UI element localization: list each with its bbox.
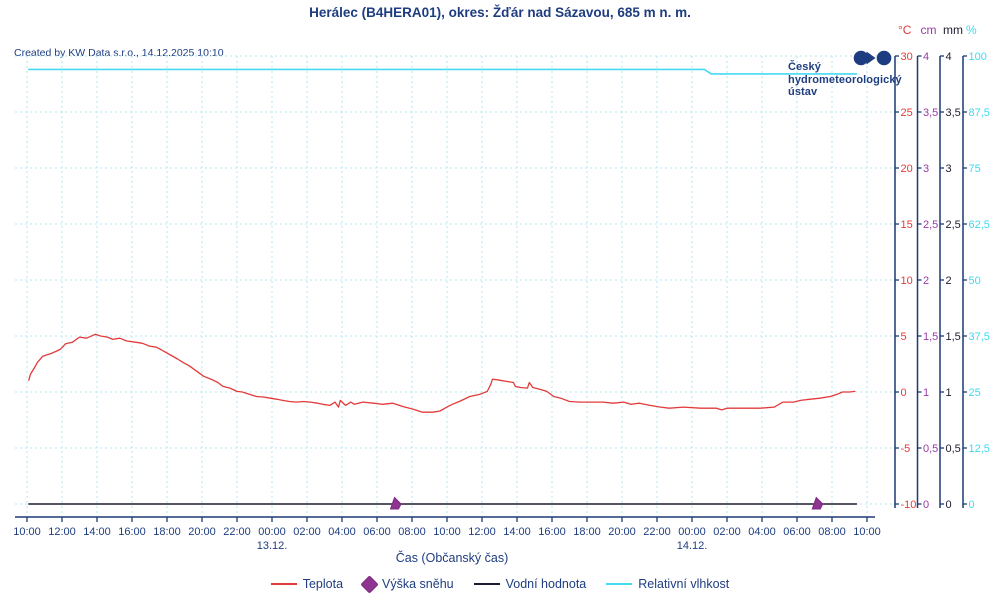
x-tick-label: 08:00: [818, 526, 846, 538]
legend-item-3: Vodní hodnota: [473, 577, 587, 591]
series-Relativní vlhkost: [27, 68, 858, 75]
y-tick-label: 1,5: [923, 331, 938, 343]
legend-item-2: Výška sněhu: [360, 574, 454, 594]
y-tick-label: 3,5: [946, 107, 961, 119]
y-tick-label: 10: [901, 275, 913, 287]
x-tick-label: 10:00: [13, 526, 41, 538]
x-tick-label: 16:00: [118, 526, 146, 538]
chmi-logo-text: Český hydrometeorologický ústav: [788, 61, 908, 99]
y-axis-unit: cm: [921, 23, 937, 37]
legend-marker-diamond: [360, 574, 379, 594]
y-tick-label: 25: [969, 387, 981, 399]
y-tick-label: 0,5: [946, 443, 961, 455]
snow-diamond-marker: [811, 496, 824, 510]
y-tick-label: 0: [923, 499, 929, 511]
x-axis-title: Čas (Občanský čas): [395, 551, 509, 565]
x-tick-label: 00:00: [678, 526, 706, 538]
y-tick-label: 12,5: [969, 443, 990, 455]
chmi-logo-icon: [853, 50, 869, 66]
y-tick-label: 0: [901, 387, 907, 399]
chmi-logo-line2: hydrometeorologický: [788, 73, 902, 86]
date-label: 14.12.: [677, 540, 708, 552]
x-tick-label: 10:00: [433, 526, 461, 538]
x-tick-label: 20:00: [188, 526, 216, 538]
y-tick-label: 2: [923, 275, 929, 287]
legend: Teplota Výška sněhu Vodní hodnota Relativní…: [0, 574, 1000, 594]
y-tick-label: 87,5: [969, 107, 990, 119]
x-tick-label: 16:00: [538, 526, 566, 538]
x-tick-label: 12:00: [48, 526, 76, 538]
x-tick-label: 08:00: [398, 526, 426, 538]
y-tick-label: 37,5: [969, 331, 990, 343]
legend-label: Relativní vlhkost: [638, 577, 730, 591]
y-tick-label: 5: [901, 331, 907, 343]
x-tick-label: 14:00: [503, 526, 531, 538]
x-tick-label: 14:00: [83, 526, 111, 538]
y-tick-label: 4: [946, 51, 952, 63]
y-tick-label: 2,5: [946, 219, 961, 231]
y-tick-label: 0: [946, 499, 952, 511]
y-tick-label: 3: [946, 163, 952, 175]
y-tick-label: 20: [901, 163, 913, 175]
y-tick-label: 30: [901, 51, 913, 63]
legend-label: Teplota: [302, 577, 344, 591]
y-tick-label: 62,5: [969, 219, 990, 231]
page-title: Herálec (B4HERA01), okres: Žďár nad Sáza…: [309, 5, 691, 20]
date-label: 13.12.: [257, 540, 288, 552]
chmi-logo-line1: Český: [788, 61, 821, 73]
y-tick-label: 75: [969, 163, 981, 175]
y-tick-label: 50: [969, 275, 981, 287]
y-tick-label: 1,5: [946, 331, 961, 343]
x-tick-label: 10:00: [853, 526, 881, 538]
y-tick-label: -5: [901, 443, 911, 455]
chmi-logo-line3: ústav: [788, 86, 818, 98]
series-Teplota: [28, 333, 856, 413]
y-tick-label: 25: [901, 107, 913, 119]
y-tick-label: 3: [923, 163, 929, 175]
x-tick-label: 04:00: [748, 526, 776, 538]
y-tick-label: 3,5: [923, 107, 938, 119]
legend-item-1: Teplota: [270, 577, 344, 591]
legend-label: Výška sněhu: [382, 577, 454, 591]
x-tick-label: 02:00: [713, 526, 741, 538]
x-tick-label: 00:00: [258, 526, 286, 538]
y-tick-label: 2,5: [923, 219, 938, 231]
legend-marker-line: [473, 583, 500, 585]
x-tick-label: 02:00: [293, 526, 321, 538]
x-tick-label: 04:00: [328, 526, 356, 538]
y-axis-unit: mm: [943, 23, 963, 37]
legend-marker-line: [270, 583, 297, 585]
y-tick-label: 2: [946, 275, 952, 287]
snow-diamond-marker: [389, 496, 402, 510]
legend-marker-line: [606, 583, 633, 585]
y-tick-label: -10: [901, 499, 917, 511]
y-axis-unit: %: [966, 23, 977, 37]
chmi-logo-icon: [866, 51, 876, 65]
y-tick-label: 0: [969, 499, 975, 511]
x-tick-label: 06:00: [363, 526, 391, 538]
x-tick-label: 12:00: [468, 526, 496, 538]
y-tick-label: 15: [901, 219, 913, 231]
y-tick-label: 100: [969, 51, 987, 63]
x-tick-label: 22:00: [223, 526, 251, 538]
y-tick-label: 1: [946, 387, 952, 399]
y-tick-label: 1: [923, 387, 929, 399]
x-tick-label: 06:00: [783, 526, 811, 538]
x-tick-label: 18:00: [153, 526, 181, 538]
x-tick-label: 22:00: [643, 526, 671, 538]
legend-label: Vodní hodnota: [505, 577, 587, 591]
y-tick-label: 0,5: [923, 443, 938, 455]
chmi-logo-icon: [876, 50, 892, 66]
y-axis-unit: °C: [898, 23, 912, 37]
y-tick-label: 4: [923, 51, 929, 63]
x-tick-label: 18:00: [573, 526, 601, 538]
x-tick-label: 20:00: [608, 526, 636, 538]
legend-item-4: Relativní vlhkost: [606, 577, 729, 591]
